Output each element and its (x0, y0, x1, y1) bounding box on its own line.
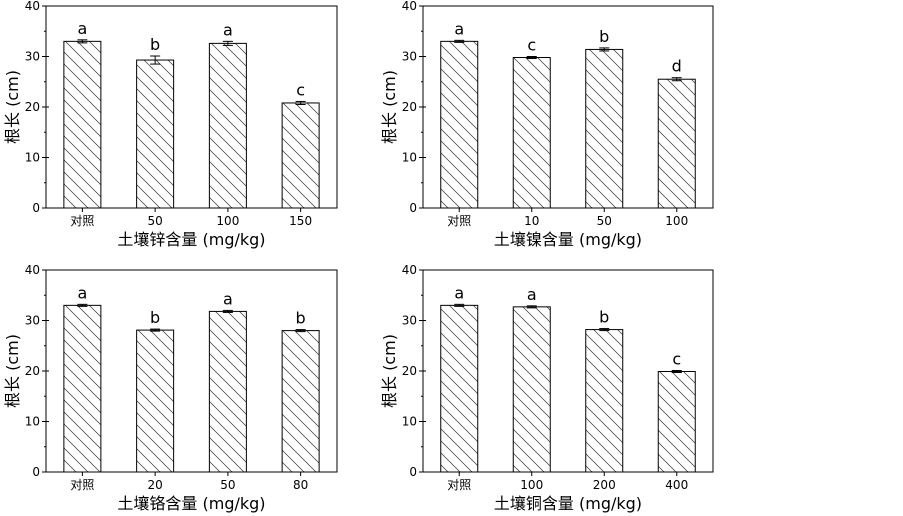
chart-1-xtick-label: 对照 (70, 214, 94, 228)
chart-2-ytick-label: 10 (402, 151, 417, 165)
chart-3-x-axis-title: 土壤铬含量 (mg/kg) (117, 494, 265, 513)
chart-2-significance-letter: d (672, 57, 682, 76)
chart-2-ytick-label: 40 (402, 0, 417, 13)
chart-4-significance-letter: a (454, 283, 464, 302)
chart-3-xtick-label: 20 (147, 478, 162, 492)
chart-4-bar (440, 304, 479, 473)
chart-2-xtick-label: 10 (524, 214, 539, 228)
chart-1-significance-letter: a (223, 20, 233, 39)
chart-3-ytick-label: 0 (32, 465, 40, 479)
chart-1-xtick-label: 50 (147, 214, 162, 228)
chart-3-significance-letter: a (77, 283, 87, 302)
chart-4-ytick-label: 40 (402, 263, 417, 277)
chart-3-significance-letter: a (223, 289, 233, 308)
chart-3-bar (136, 329, 175, 473)
chart-4-xtick-label: 100 (520, 478, 543, 492)
chart-4-ytick-label: 30 (402, 314, 417, 328)
chart-2-significance-letter: c (527, 36, 536, 55)
chart-1-ytick-label: 10 (25, 151, 40, 165)
chart-2-xtick-label: 100 (665, 214, 688, 228)
chart-2-ytick-label: 20 (402, 100, 417, 114)
chart-1-bar (281, 102, 320, 209)
chart-4: 0 10 20 30 40 a 对照 a 100 b 200 c 400 土壤铜含量 (mg/kg) 根长 … (380, 263, 714, 513)
chart-2-xtick-label: 50 (597, 214, 612, 228)
chart-2-significance-letter: b (599, 27, 609, 46)
chart-4-bar (657, 371, 696, 473)
chart-3-xtick-label: 50 (220, 478, 235, 492)
chart-4-bar (512, 306, 551, 473)
chart-2-significance-letter: a (454, 19, 464, 38)
chart-4-xtick-label: 对照 (447, 478, 471, 492)
chart-3-xtick-label: 对照 (70, 478, 94, 492)
chart-3: 0 10 20 30 40 a 对照 b 20 a 50 b 80 土壤铬含量 (mg/kg) 根长 (cm… (3, 263, 338, 513)
chart-3-ytick-label: 40 (25, 263, 40, 277)
chart-1-significance-letter: b (150, 35, 160, 54)
chart-1-significance-letter: a (77, 19, 87, 38)
chart-1-ytick-label: 40 (25, 0, 40, 13)
chart-3-xtick-label: 80 (293, 478, 308, 492)
chart-2-ytick-label: 0 (409, 201, 417, 215)
chart-2-ytick-label: 30 (402, 50, 417, 64)
chart-2-bar (585, 48, 624, 209)
chart-4-xtick-label: 400 (665, 478, 688, 492)
chart-4-significance-letter: c (672, 349, 681, 368)
chart-2-x-axis-title: 土壤镍含量 (mg/kg) (494, 230, 642, 249)
chart-3-bar (281, 330, 320, 473)
chart-4-ytick-label: 10 (402, 415, 417, 429)
chart-2-xtick-label: 对照 (447, 214, 471, 228)
chart-4-ytick-label: 0 (409, 465, 417, 479)
chart-3-bar (63, 304, 102, 473)
chart-3-ytick-label: 10 (25, 415, 40, 429)
chart-4-x-axis-title: 土壤铜含量 (mg/kg) (494, 494, 642, 513)
chart-1-xtick-label: 150 (289, 214, 312, 228)
chart-1-bar (63, 40, 102, 209)
chart-1-xtick-label: 100 (216, 214, 239, 228)
chart-4-ytick-label: 20 (402, 364, 417, 378)
chart-3-ytick-label: 30 (25, 314, 40, 328)
chart-1-x-axis-title: 土壤锌含量 (mg/kg) (117, 230, 265, 249)
chart-3-bar (208, 310, 247, 473)
chart-3-significance-letter: b (296, 309, 306, 328)
chart-4-significance-letter: b (599, 308, 609, 327)
chart-1-bar (136, 59, 175, 209)
chart-1-ytick-label: 30 (25, 50, 40, 64)
chart-1-y-axis-title: 根长 (cm) (3, 70, 22, 144)
chart-3-significance-letter: b (150, 308, 160, 327)
chart-1-ytick-label: 20 (25, 100, 40, 114)
chart-4-bar (585, 329, 624, 473)
chart-3-ytick-label: 20 (25, 364, 40, 378)
chart-2-bar (657, 78, 696, 209)
chart-1-bar (208, 42, 247, 209)
chart-3-y-axis-title: 根长 (cm) (3, 334, 22, 408)
chart-1-significance-letter: c (296, 80, 305, 99)
chart-4-significance-letter: a (527, 285, 537, 304)
chart-1-ytick-label: 0 (32, 201, 40, 215)
chart-2-bar (512, 57, 551, 209)
chart-2-y-axis-title: 根长 (cm) (380, 70, 399, 144)
chart-4-y-axis-title: 根长 (cm) (380, 334, 399, 408)
chart-1: 0 10 20 30 40 a 对照 b 50 a 100 c 150 土壤锌含量 (mg/kg) 根长 (… (3, 0, 338, 249)
chart-2-bar (440, 40, 479, 209)
chart-4-xtick-label: 200 (593, 478, 616, 492)
chart-2: 0 10 20 30 40 a 对照 c 10 b 50 d 100 土壤镍含量 (mg/kg) 根长 (c… (380, 0, 714, 249)
